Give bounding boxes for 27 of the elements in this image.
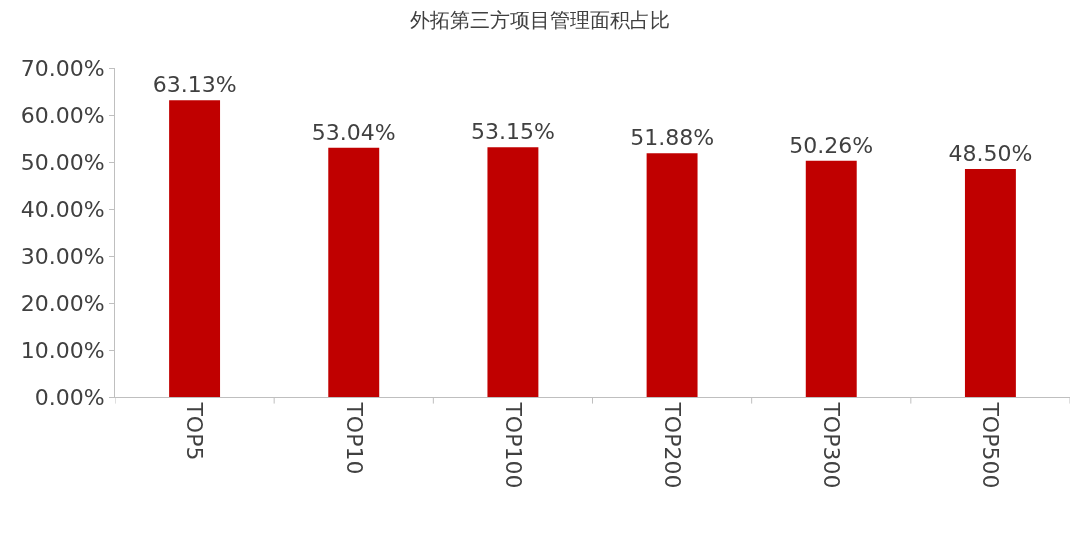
bar bbox=[964, 169, 1016, 397]
y-tick-label: 30.00% bbox=[20, 243, 105, 269]
x-tick-label: TOP100 bbox=[500, 401, 526, 489]
y-tick-label: 0.00% bbox=[34, 384, 105, 410]
data-label: 50.26% bbox=[789, 132, 874, 158]
x-tick-label: TOP500 bbox=[978, 401, 1004, 489]
y-tick-label: 70.00% bbox=[20, 55, 105, 81]
y-tick-label: 10.00% bbox=[20, 337, 105, 363]
y-tick-label: 40.00% bbox=[20, 196, 105, 222]
y-tick-label: 20.00% bbox=[20, 290, 105, 316]
y-tick-label: 60.00% bbox=[20, 102, 105, 128]
x-tick-label: TOP5 bbox=[182, 401, 208, 461]
data-label: 51.88% bbox=[630, 125, 715, 151]
x-tick-label: TOP200 bbox=[659, 401, 685, 489]
bar bbox=[646, 153, 698, 397]
chart-title: 外拓第三方项目管理面积占比 bbox=[410, 8, 670, 33]
y-tick-label: 50.00% bbox=[20, 149, 105, 175]
x-tick-label: TOP300 bbox=[819, 401, 845, 489]
bar bbox=[805, 160, 857, 397]
data-label: 53.04% bbox=[311, 119, 396, 145]
x-tick-label: TOP10 bbox=[341, 401, 367, 475]
bar bbox=[487, 147, 539, 397]
data-label: 53.15% bbox=[470, 119, 555, 145]
data-label: 63.13% bbox=[152, 72, 237, 98]
data-label: 48.50% bbox=[948, 141, 1033, 167]
bar bbox=[328, 147, 380, 397]
bar bbox=[169, 100, 221, 397]
